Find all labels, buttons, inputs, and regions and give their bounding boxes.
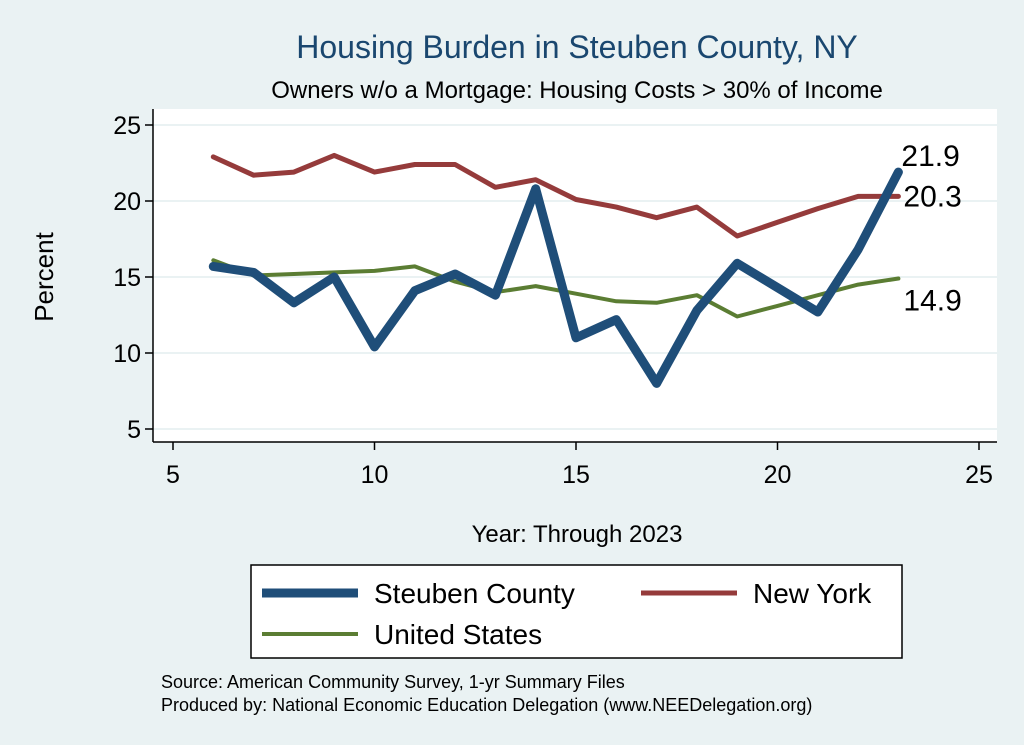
y-tick-label: 5 bbox=[127, 416, 141, 444]
data-point bbox=[817, 311, 819, 313]
data-point bbox=[776, 286, 779, 289]
y-tick-label: 10 bbox=[113, 340, 141, 368]
data-point bbox=[212, 259, 215, 262]
data-point bbox=[696, 294, 698, 297]
data-point bbox=[857, 248, 859, 251]
data-point bbox=[534, 285, 537, 287]
chart-title: Housing Burden in Steuben County, NY bbox=[296, 29, 858, 65]
data-point bbox=[857, 283, 859, 286]
data-point bbox=[776, 221, 779, 224]
data-point bbox=[696, 206, 698, 208]
data-point bbox=[454, 163, 456, 166]
x-tick-label: 10 bbox=[361, 461, 389, 489]
data-point bbox=[655, 302, 658, 304]
data-point bbox=[414, 163, 416, 166]
x-tick-label: 20 bbox=[764, 461, 792, 489]
data-point bbox=[414, 289, 416, 292]
produced-by-note: Produced by: National Economic Education… bbox=[161, 695, 812, 715]
data-point bbox=[293, 302, 295, 304]
data-point bbox=[615, 300, 618, 303]
data-point bbox=[897, 277, 900, 280]
series-layer bbox=[208, 152, 903, 388]
data-point bbox=[857, 195, 859, 198]
data-point bbox=[494, 186, 497, 189]
data-point bbox=[252, 174, 255, 176]
data-point bbox=[212, 265, 215, 268]
data-point bbox=[252, 271, 255, 274]
data-point bbox=[293, 273, 295, 275]
data-point bbox=[776, 305, 779, 307]
x-tick-label: 25 bbox=[965, 461, 993, 489]
legend-label: United States bbox=[374, 619, 542, 650]
y-tick-label: 25 bbox=[113, 112, 141, 140]
series-line-new-york bbox=[210, 152, 901, 239]
data-point bbox=[454, 280, 456, 283]
data-point bbox=[736, 262, 738, 265]
data-point bbox=[575, 292, 577, 295]
data-point bbox=[817, 207, 819, 210]
data-point bbox=[615, 318, 618, 321]
grid bbox=[153, 124, 997, 430]
data-point bbox=[897, 195, 900, 198]
x-tick-label: 15 bbox=[562, 461, 590, 489]
legend-items: Steuben County New York United States bbox=[262, 578, 872, 650]
data-point bbox=[897, 171, 900, 173]
data-point bbox=[373, 270, 376, 272]
data-point bbox=[534, 178, 537, 181]
end-label: 20.3 bbox=[903, 180, 961, 213]
data-point bbox=[615, 206, 618, 208]
data-point bbox=[333, 276, 336, 278]
data-point bbox=[736, 235, 738, 237]
source-note: Source: American Community Survey, 1-yr … bbox=[161, 672, 625, 692]
x-tick-label: 5 bbox=[166, 461, 180, 489]
series-line-united-states bbox=[211, 258, 901, 319]
x-axis-label: Year: Through 2023 bbox=[472, 521, 683, 548]
end-label: 14.9 bbox=[903, 285, 961, 318]
end-label: 21.9 bbox=[901, 140, 959, 173]
data-point bbox=[696, 309, 698, 312]
legend-label: Steuben County bbox=[374, 578, 575, 609]
data-point bbox=[655, 382, 658, 385]
legend-box bbox=[250, 564, 903, 659]
data-point bbox=[414, 265, 416, 268]
data-point bbox=[534, 188, 537, 190]
data-point bbox=[373, 346, 376, 348]
data-point bbox=[373, 171, 376, 173]
data-point bbox=[293, 171, 295, 173]
data-point bbox=[817, 294, 819, 297]
series-line-steuben-county bbox=[208, 167, 903, 388]
end-labels: 21.9 20.3 14.9 bbox=[901, 140, 961, 317]
legend: Steuben County New York United States bbox=[250, 564, 903, 659]
y-tick-label: 15 bbox=[113, 264, 141, 292]
data-point bbox=[333, 154, 336, 157]
data-point bbox=[575, 337, 577, 339]
data-point bbox=[454, 273, 456, 275]
data-point bbox=[575, 198, 577, 201]
data-point bbox=[655, 216, 658, 219]
y-axis-label: Percent bbox=[29, 231, 59, 321]
legend-label: New York bbox=[753, 578, 872, 609]
y-tick-label: 20 bbox=[113, 188, 141, 216]
data-point bbox=[494, 294, 497, 297]
data-point bbox=[736, 315, 738, 318]
axes: 5 10 15 20 25 5 10 15 20 25 bbox=[113, 109, 997, 489]
data-point bbox=[212, 156, 215, 158]
chart-subtitle: Owners w/o a Mortgage: Housing Costs > 3… bbox=[271, 77, 883, 104]
